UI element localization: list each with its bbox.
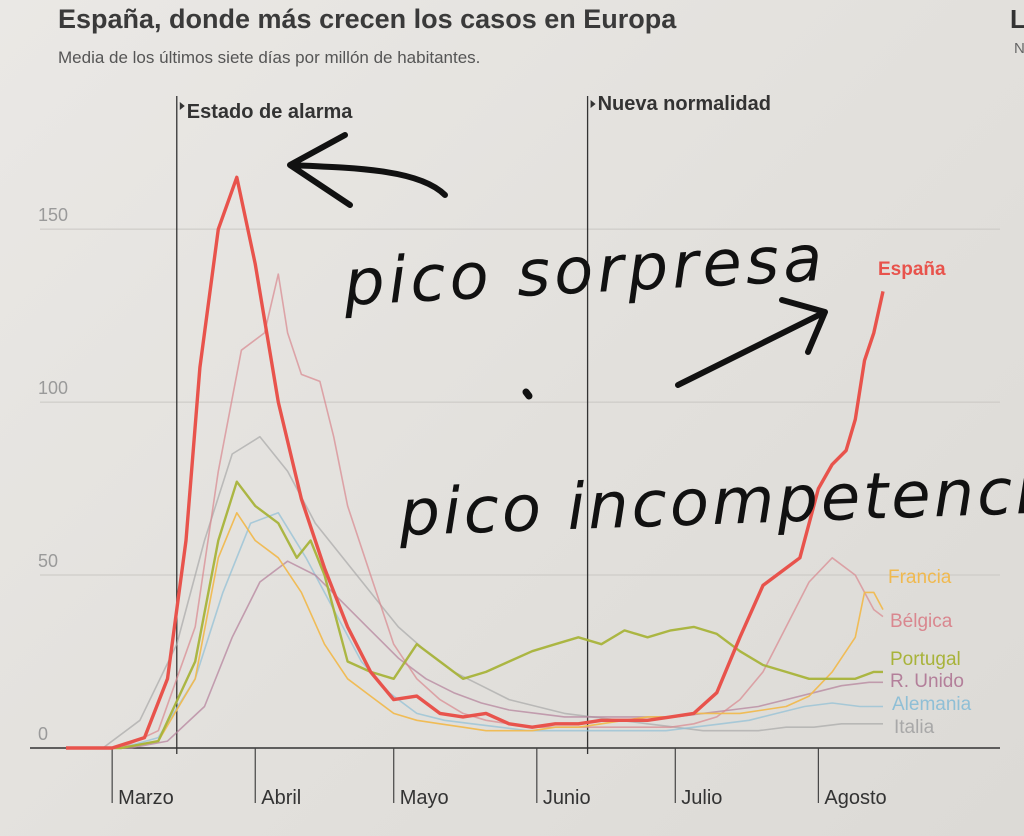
y-tick-label: 150 bbox=[38, 205, 68, 225]
y-tick-label: 100 bbox=[38, 378, 68, 398]
series-line-r-unido bbox=[66, 560, 883, 749]
chart-subtitle: Media de los últimos siete días por mill… bbox=[58, 48, 481, 67]
y-axis-ticks: 0 50 100 150 bbox=[38, 205, 68, 744]
series-lines bbox=[66, 175, 885, 750]
hand-dot bbox=[522, 388, 533, 400]
x-tick-label-julio: Julio bbox=[681, 787, 722, 809]
series-line-alemania bbox=[66, 511, 883, 749]
handwritten-annotations: pico sorpresa pico incompetencia bbox=[287, 132, 1024, 551]
series-line-francia bbox=[66, 511, 884, 749]
event-markers: Estado de alarma Nueva normalidad bbox=[176, 93, 771, 754]
cropped-next-title-letter: L bbox=[1010, 4, 1024, 34]
series-line-portugal bbox=[66, 480, 883, 750]
event-label-0: Estado de alarma bbox=[187, 101, 354, 123]
event-label-1: Nueva normalidad bbox=[598, 93, 771, 115]
x-tick-label-abril: Abril bbox=[261, 787, 301, 809]
chart-title: España, donde más crecen los casos en Eu… bbox=[58, 4, 677, 34]
legend-label: España bbox=[878, 259, 946, 280]
legend-label: Francia bbox=[888, 567, 952, 588]
hand-arrow-up-right bbox=[675, 297, 828, 388]
handwritten-note-1: pico sorpresa bbox=[341, 222, 828, 321]
legend-label: R. Unido bbox=[890, 671, 964, 692]
x-tick-label-junio: Junio bbox=[543, 787, 591, 809]
series-line-bélgica bbox=[66, 273, 884, 749]
x-tick-label-agosto: Agosto bbox=[824, 787, 886, 809]
legend-label: Italia bbox=[894, 717, 935, 738]
y-tick-label: 0 bbox=[38, 724, 48, 744]
legend-label: Bélgica bbox=[890, 611, 953, 632]
series-line-españa bbox=[66, 175, 885, 750]
event-marker-arrow bbox=[179, 102, 185, 110]
hand-arrow-left bbox=[287, 132, 448, 208]
y-tick-label: 50 bbox=[38, 551, 58, 571]
handwritten-note-2: pico incompetencia bbox=[397, 453, 1024, 551]
x-tick-label-mayo: Mayo bbox=[400, 787, 449, 809]
x-tick-label-marzo: Marzo bbox=[118, 787, 174, 809]
cropped-next-subtitle-letter: N bbox=[1014, 40, 1024, 57]
x-axis: Marzo Abril Mayo Junio Julio Agosto bbox=[30, 747, 1000, 809]
legend-label: Alemania bbox=[892, 694, 972, 715]
series-line-italia bbox=[66, 435, 883, 749]
gridlines bbox=[40, 228, 1000, 576]
event-marker-arrow bbox=[590, 100, 596, 108]
legend-label: Portugal bbox=[890, 649, 961, 670]
